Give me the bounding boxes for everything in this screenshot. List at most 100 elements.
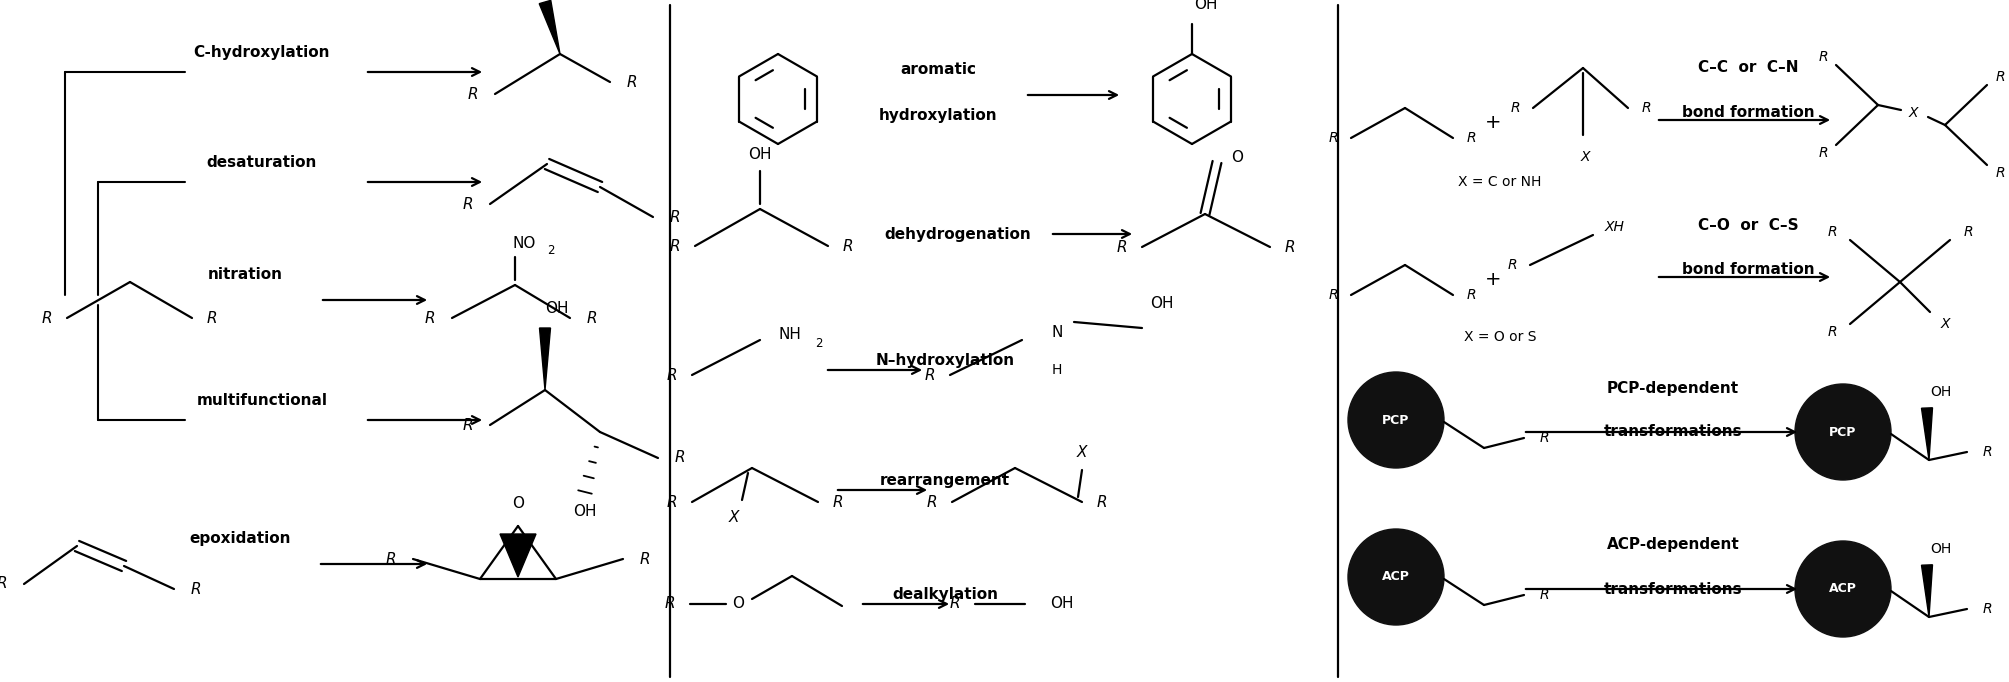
Polygon shape: [538, 0, 561, 54]
Text: H: H: [1053, 363, 1063, 377]
Text: OH: OH: [1149, 295, 1173, 310]
Text: R: R: [468, 87, 478, 102]
Text: R: R: [667, 494, 677, 509]
Polygon shape: [540, 328, 550, 390]
Text: multifunctional: multifunctional: [197, 393, 327, 408]
Text: R: R: [924, 368, 936, 383]
Text: R: R: [42, 310, 52, 325]
Text: OH: OH: [1931, 385, 1951, 399]
Text: NO: NO: [512, 235, 536, 250]
Text: R: R: [1539, 431, 1549, 445]
Text: R: R: [1507, 258, 1517, 272]
Text: R: R: [1995, 166, 2005, 180]
Text: aromatic: aromatic: [900, 61, 976, 76]
Text: O: O: [512, 496, 524, 512]
Text: transformations: transformations: [1603, 582, 1742, 597]
Text: OH: OH: [1051, 597, 1073, 612]
Circle shape: [1348, 529, 1444, 625]
Text: PCP: PCP: [1830, 426, 1856, 439]
Text: R: R: [1328, 288, 1338, 302]
Text: R: R: [667, 368, 677, 383]
Text: R: R: [207, 310, 217, 325]
Text: R: R: [926, 494, 938, 509]
Polygon shape: [1921, 408, 1933, 460]
Text: 2: 2: [546, 243, 554, 256]
Text: R: R: [462, 196, 474, 211]
Text: R: R: [665, 597, 675, 612]
Text: R: R: [1641, 101, 1651, 115]
Text: transformations: transformations: [1603, 424, 1742, 439]
Text: R: R: [1818, 50, 1828, 64]
Text: OH: OH: [573, 505, 597, 520]
Text: R: R: [1284, 239, 1296, 254]
Text: R: R: [1097, 494, 1107, 509]
Text: X = C or NH: X = C or NH: [1459, 175, 1541, 189]
Text: R: R: [386, 552, 396, 567]
Text: R: R: [669, 209, 681, 224]
Text: rearrangement: rearrangement: [880, 473, 1011, 488]
Text: R: R: [1539, 588, 1549, 602]
Text: N–hydroxylation: N–hydroxylation: [876, 353, 1015, 368]
Text: R: R: [675, 451, 685, 466]
Text: PCP: PCP: [1382, 413, 1410, 426]
Text: R: R: [1995, 70, 2005, 84]
Text: nitration: nitration: [207, 267, 283, 282]
Text: R: R: [627, 74, 637, 89]
Text: R: R: [1467, 131, 1477, 145]
Text: R: R: [1983, 602, 1991, 616]
Text: XH: XH: [1605, 220, 1625, 234]
Text: R: R: [462, 417, 474, 432]
Text: NH: NH: [777, 327, 802, 342]
Text: OH: OH: [747, 147, 771, 162]
Text: bond formation: bond formation: [1682, 104, 1814, 119]
Text: R: R: [832, 494, 844, 509]
Text: X: X: [729, 511, 739, 526]
Text: R: R: [639, 552, 651, 567]
Text: R: R: [669, 239, 681, 254]
Text: ACP: ACP: [1828, 582, 1856, 595]
Text: epoxidation: epoxidation: [189, 531, 291, 546]
Circle shape: [1794, 384, 1890, 480]
Text: R: R: [587, 310, 597, 325]
Text: R: R: [1328, 131, 1338, 145]
Text: +: +: [1485, 113, 1501, 132]
Text: R: R: [1983, 445, 1991, 459]
Text: dehydrogenation: dehydrogenation: [884, 226, 1031, 241]
Text: OH: OH: [1931, 542, 1951, 556]
Text: C–C  or  C–N: C–C or C–N: [1698, 61, 1798, 76]
Polygon shape: [500, 534, 536, 577]
Text: X: X: [1941, 317, 1951, 331]
Text: X = O or S: X = O or S: [1465, 330, 1537, 344]
Text: R: R: [424, 310, 436, 325]
Circle shape: [1794, 541, 1890, 637]
Text: ACP: ACP: [1382, 571, 1410, 584]
Text: OH: OH: [544, 301, 569, 316]
Text: X: X: [1581, 150, 1589, 164]
Text: R: R: [950, 597, 960, 612]
Text: R: R: [191, 582, 201, 597]
Text: R: R: [1818, 146, 1828, 160]
Text: R: R: [0, 576, 8, 591]
Text: R: R: [1828, 325, 1836, 339]
Circle shape: [1348, 372, 1444, 468]
Text: X: X: [1077, 445, 1087, 460]
Text: OH: OH: [1193, 0, 1217, 12]
Text: R: R: [842, 239, 854, 254]
Text: C–O  or  C–S: C–O or C–S: [1698, 218, 1798, 233]
Text: ACP-dependent: ACP-dependent: [1607, 537, 1740, 552]
Text: N: N: [1051, 325, 1063, 340]
Text: X: X: [1909, 106, 1919, 120]
Text: dealkylation: dealkylation: [892, 587, 998, 602]
Polygon shape: [1921, 565, 1933, 617]
Text: 2: 2: [816, 336, 822, 349]
Text: R: R: [1467, 288, 1477, 302]
Text: hydroxylation: hydroxylation: [878, 108, 996, 123]
Text: R: R: [1828, 225, 1836, 239]
Text: R: R: [1117, 239, 1127, 254]
Text: R: R: [1511, 101, 1521, 115]
Text: PCP-dependent: PCP-dependent: [1607, 381, 1740, 396]
Text: O: O: [731, 597, 743, 612]
Text: +: +: [1485, 269, 1501, 288]
Text: bond formation: bond formation: [1682, 261, 1814, 276]
Text: desaturation: desaturation: [207, 155, 317, 170]
